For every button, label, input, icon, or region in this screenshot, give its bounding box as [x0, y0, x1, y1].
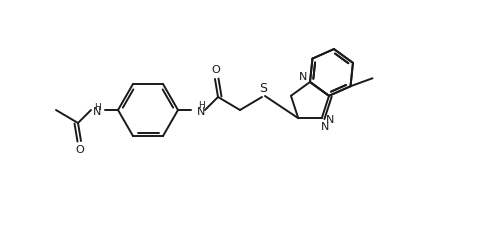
Text: H: H	[198, 101, 205, 110]
Text: N: N	[93, 107, 101, 117]
Text: N: N	[326, 115, 334, 125]
Text: N: N	[321, 122, 329, 132]
Text: S: S	[259, 81, 267, 94]
Text: H: H	[94, 103, 100, 112]
Text: N: N	[299, 72, 307, 82]
Text: O: O	[76, 145, 84, 155]
Text: O: O	[211, 65, 220, 75]
Text: N: N	[197, 107, 205, 117]
